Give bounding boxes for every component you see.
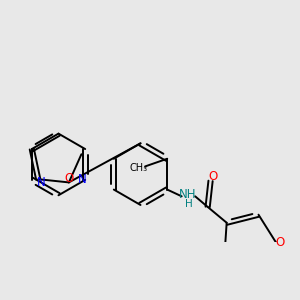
Text: O: O [209,169,218,183]
Text: CH₃: CH₃ [129,164,147,173]
Text: H: H [184,199,192,209]
Text: O: O [275,236,284,249]
Text: O: O [64,172,74,185]
Text: N: N [78,173,87,186]
Text: NH: NH [179,188,196,201]
Text: N: N [37,176,46,189]
